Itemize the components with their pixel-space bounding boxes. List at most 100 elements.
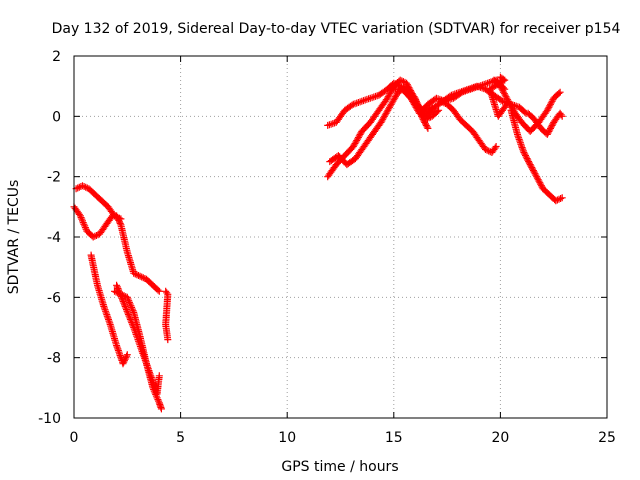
data-point [537,180,545,188]
data-point [128,319,136,327]
data-point [384,93,392,101]
data-point [133,271,141,279]
data-point [155,372,163,380]
data-point [117,215,125,223]
data-point [125,312,133,320]
data-point [351,140,359,147]
series-arc-late-c [326,82,432,169]
data-point [111,212,118,220]
data-point [407,94,415,102]
data-point [409,97,417,105]
data-point [412,103,420,111]
data-point [124,295,132,303]
data-point [446,92,454,100]
data-point [385,105,393,113]
data-point [531,170,539,178]
data-point [555,195,563,203]
data-point [422,120,429,128]
data-point [547,100,554,108]
data-point [102,309,110,317]
data-point [558,112,566,120]
data-point [525,159,533,167]
data-point [399,78,407,86]
data-point [396,76,404,84]
data-point [78,215,86,223]
data-point [544,105,552,113]
data-point [155,287,163,295]
data-point [530,168,538,176]
data-point [358,97,366,105]
data-point [424,124,432,132]
data-point [527,162,535,170]
data-point [548,97,556,105]
data-point [504,97,512,105]
data-point [386,90,394,98]
data-point [115,214,123,222]
x-tick-label: 25 [598,430,616,446]
data-point [120,358,128,366]
data-point [121,357,128,365]
data-point [353,137,361,144]
data-point [138,273,146,281]
data-point [483,146,491,154]
data-point [557,195,565,202]
data-point [532,171,540,179]
data-point [392,93,399,101]
data-point [354,134,362,141]
y-tick-label: 0 [52,109,61,125]
data-point [482,146,489,153]
y-axis-label: SDTVAR / TECUs [6,180,22,295]
data-point [421,118,429,126]
data-point [413,105,421,113]
data-point [133,332,141,340]
data-point [82,183,90,191]
y-tick-label: -8 [47,351,61,367]
data-point [124,311,132,318]
data-point [515,134,523,142]
data-point [380,114,388,122]
data-point [522,153,530,161]
data-point [125,298,133,306]
series-arc-early-f [162,287,172,344]
data-point [383,108,391,116]
y-tick-label: 2 [52,49,61,65]
data-point [545,127,553,135]
data-point [80,183,88,190]
data-point [529,167,537,175]
data-point [136,272,144,280]
data-point [521,150,529,158]
data-point [365,95,373,103]
data-point [79,182,86,190]
series-arc-late-j [486,73,511,120]
x-tick-label: 10 [278,430,296,446]
series-arc-early-b [72,182,125,223]
y-tick-label: -10 [38,411,61,427]
data-point [349,100,357,108]
data-point [390,96,398,104]
data-point [432,94,440,102]
data-point [504,96,512,104]
data-point [129,322,137,330]
data-point [352,138,360,146]
data-point [433,108,441,115]
data-point [81,222,89,230]
data-point [116,219,124,227]
data-point [119,360,127,368]
data-point [556,88,564,96]
data-point [547,124,554,132]
data-point [529,165,537,173]
data-point [503,94,511,102]
data-point [437,97,445,105]
data-point [139,274,147,282]
data-point [75,183,83,191]
data-point [74,184,82,192]
data-point [155,397,163,405]
data-point [126,300,134,308]
data-point [356,130,364,138]
data-point [154,396,162,404]
data-point [518,144,526,152]
data-point [528,164,536,172]
data-point [533,173,541,181]
data-point [423,123,431,131]
